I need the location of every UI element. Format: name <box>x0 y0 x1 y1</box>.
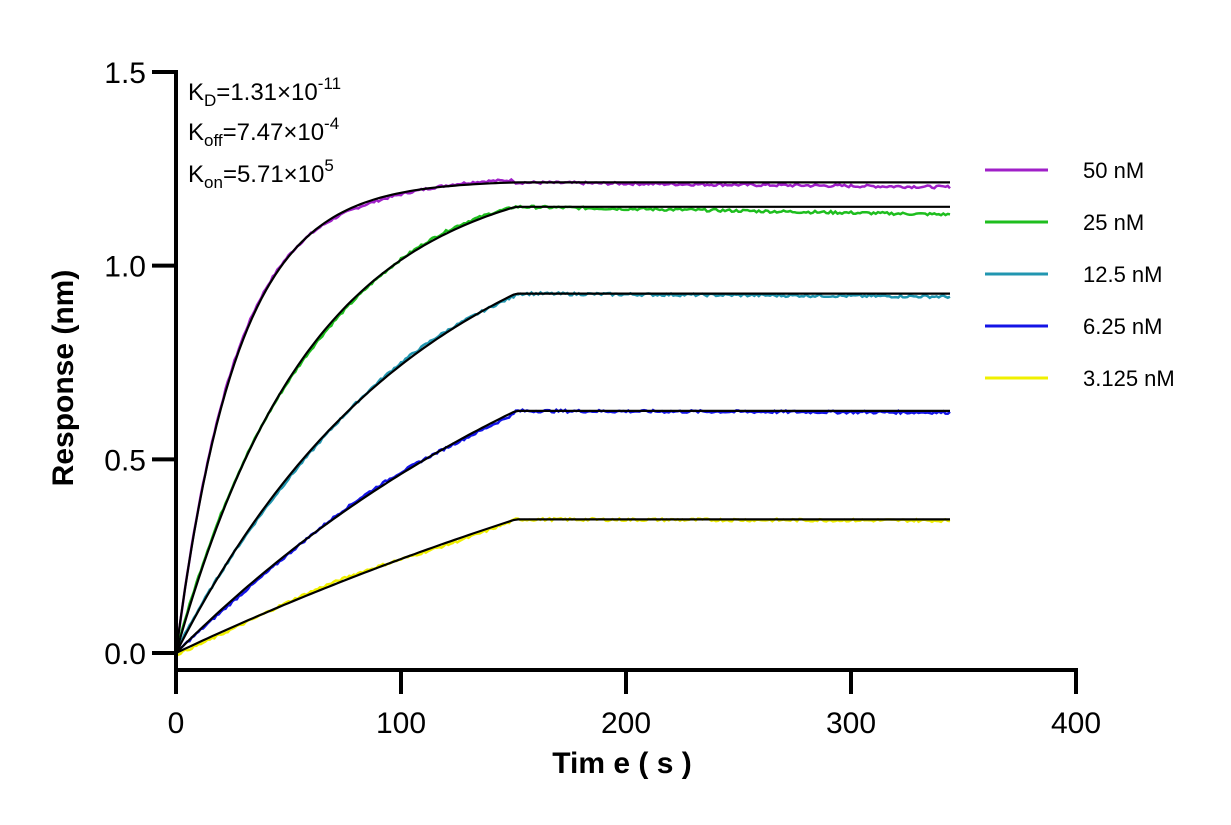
fit-line <box>175 409 950 654</box>
series-line-50nM <box>174 177 951 654</box>
x-tick-label: 300 <box>826 707 876 740</box>
x-tick-label: 200 <box>601 707 651 740</box>
x-tick-label: 0 <box>168 707 185 740</box>
legend-label: 3.125 nM <box>1083 366 1175 391</box>
koff-annotation: Koff=7.47×10-4 <box>188 114 339 150</box>
fit-line <box>174 181 950 654</box>
kd-annotation: KD=1.31×10-11 <box>188 74 341 110</box>
series-line-6-25nM <box>175 407 951 653</box>
x-tick-label: 400 <box>1051 707 1101 740</box>
x-tick-label: 100 <box>376 707 426 740</box>
series-line-25nM <box>174 204 951 652</box>
x-axis-title: Tim e ( s ) <box>552 747 691 780</box>
fit-line <box>175 518 950 654</box>
fit-line <box>174 205 950 654</box>
kon-annotation: Kon=5.71×105 <box>188 156 334 192</box>
legend-label: 12.5 nM <box>1083 262 1163 287</box>
legend-label: 50 nM <box>1083 158 1144 183</box>
legend-label: 6.25 nM <box>1083 314 1163 339</box>
y-tick-label: 1.0 <box>104 251 146 284</box>
y-tick-label: 0.0 <box>104 638 146 671</box>
plot-area <box>174 177 951 657</box>
legend: 50 nM 25 nM 12.5 nM 6.25 nM 3.125 nM <box>985 158 1175 391</box>
x-axis-ticks: 0 100 200 300 400 <box>168 670 1101 740</box>
y-axis-ticks: 0.0 0.5 1.0 1.5 <box>104 57 176 671</box>
fit-line <box>175 292 950 654</box>
series-line-3-125nM <box>175 516 951 657</box>
y-tick-label: 0.5 <box>104 444 146 477</box>
legend-label: 25 nM <box>1083 210 1144 235</box>
y-axis-title: Response (nm) <box>47 270 80 487</box>
y-tick-label: 1.5 <box>104 57 146 90</box>
